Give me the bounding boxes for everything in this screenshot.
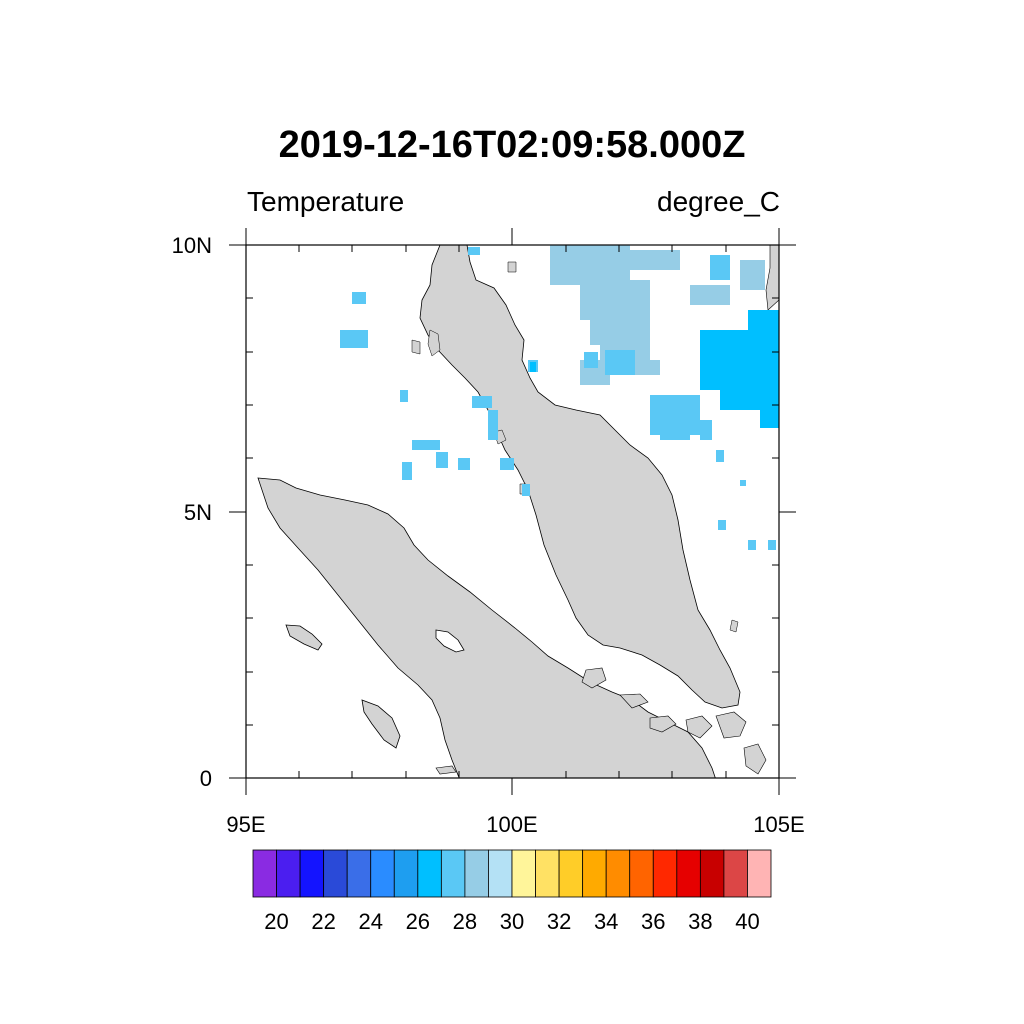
colorbar-swatch	[723, 849, 748, 898]
phuket-island	[411, 339, 421, 355]
colorbar-label: 26	[406, 909, 430, 934]
colorbar-swatch	[464, 849, 489, 898]
cloud-bright-cluster	[530, 310, 779, 428]
colorbar-swatch	[535, 849, 560, 898]
colorbar-label: 40	[735, 909, 759, 934]
colorbar-swatch	[276, 849, 301, 898]
colorbar-swatch	[440, 849, 466, 898]
cloud-light-cluster	[550, 245, 765, 385]
simeulue-island	[285, 624, 323, 651]
small-island-1	[435, 765, 457, 775]
colorbar-swatch	[370, 849, 395, 898]
colorbar-swatch	[605, 849, 631, 898]
riau-island-1	[649, 715, 677, 733]
x-tick-label-95e: 95E	[226, 812, 265, 837]
colorbar-swatch	[488, 849, 513, 898]
rupat-island	[581, 667, 607, 689]
sumatra-land	[257, 477, 716, 778]
colorbar-swatch	[652, 849, 678, 898]
colorbar-label: 20	[264, 909, 288, 934]
y-tick-label-10n: 10N	[172, 233, 212, 258]
colorbar-swatch	[393, 849, 419, 898]
units-label: degree_C	[657, 186, 780, 217]
colorbar-swatch	[323, 849, 348, 898]
colorbar-swatch	[676, 849, 701, 898]
colorbar-label: 30	[500, 909, 524, 934]
map-area	[246, 245, 779, 778]
colorbar-label: 34	[594, 909, 618, 934]
colorbar-swatch	[252, 849, 277, 898]
colorbar-swatch	[747, 849, 772, 898]
colorbar-swatch	[558, 849, 584, 898]
colorbar-swatch	[299, 849, 325, 898]
y-tick-label-5n: 5N	[184, 500, 212, 525]
colorbar-label: 32	[547, 909, 571, 934]
colorbar-label: 22	[311, 909, 335, 934]
colorbar: 20 22 24 26 28 30 32 34 36 38 40	[252, 849, 772, 934]
colorbar-swatch	[582, 849, 607, 898]
colorbar-swatch	[699, 849, 725, 898]
colorbar-swatch	[417, 849, 442, 898]
axis-ticks	[229, 228, 796, 795]
nias-island	[361, 699, 401, 749]
riau-island-3	[715, 711, 747, 739]
riau-island-4	[743, 743, 767, 775]
tioman-island	[729, 619, 739, 633]
andaman-islets	[427, 329, 441, 357]
koh-samui	[507, 261, 517, 273]
x-tick-label-105e: 105E	[753, 812, 804, 837]
colorbar-swatch	[346, 849, 372, 898]
x-tick-label-100e: 100E	[486, 812, 537, 837]
riau-island-2	[685, 715, 713, 739]
colorbar-label: 24	[358, 909, 382, 934]
colorbar-label: 38	[688, 909, 712, 934]
colorbar-label: 28	[453, 909, 477, 934]
y-tick-label-0: 0	[200, 766, 212, 791]
plot-title: 2019-12-16T02:09:58.000Z	[278, 124, 746, 166]
colorbar-swatch	[629, 849, 654, 898]
lake-toba	[435, 629, 465, 653]
bengkalis-island	[619, 693, 649, 709]
colorbar-label: 36	[641, 909, 665, 934]
variable-label: Temperature	[247, 186, 405, 217]
colorbar-swatch	[511, 849, 536, 898]
